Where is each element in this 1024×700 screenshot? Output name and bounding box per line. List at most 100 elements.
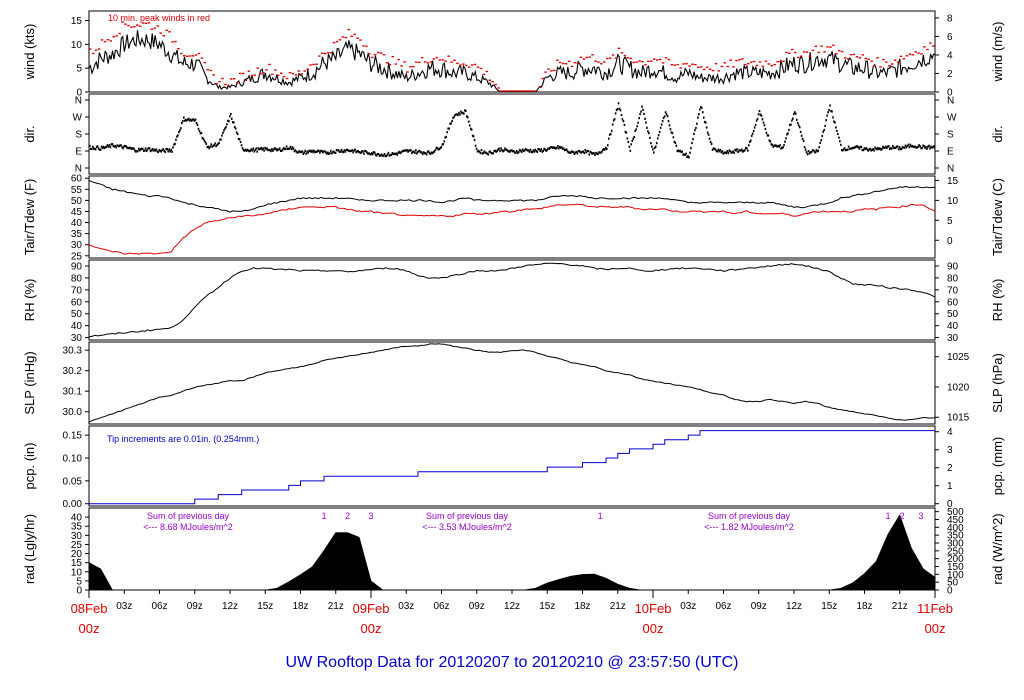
- direction-point: [226, 123, 228, 126]
- direction-point: [598, 151, 600, 154]
- direction-point: [166, 147, 168, 151]
- direction-point: [904, 144, 907, 147]
- direction-point: [839, 140, 841, 143]
- direction-point: [522, 149, 525, 153]
- direction-point: [365, 150, 367, 153]
- direction-point: [639, 113, 641, 116]
- direction-point: [864, 147, 867, 151]
- direction-point: [928, 144, 930, 147]
- direction-point: [238, 138, 241, 141]
- direction-point: [324, 150, 326, 153]
- direction-point: [590, 151, 592, 154]
- direction-point: [915, 146, 918, 149]
- radiation-daily-sum-title: Sum of previous day: [708, 511, 791, 521]
- direction-point: [199, 132, 202, 135]
- direction-point: [399, 151, 401, 155]
- direction-point: [900, 147, 903, 150]
- x-major-date-label: 09Feb: [353, 601, 390, 616]
- direction-point: [136, 150, 138, 153]
- panel-precipitation: pcp. (in) pcp. (mm) 0.00 0.05 0.10 0.15 0 1 2 3 4 T…: [22, 425, 1005, 510]
- direction-point: [382, 154, 385, 157]
- direction-point: [295, 150, 298, 153]
- direction-point: [889, 147, 892, 150]
- direction-point: [386, 153, 389, 156]
- direction-point: [99, 148, 102, 151]
- direction-point: [592, 151, 594, 155]
- direction-point: [834, 121, 836, 124]
- direction-point: [118, 144, 120, 148]
- direction-point: [576, 152, 579, 155]
- humidity-rh-line: [89, 262, 935, 338]
- direction-point: [716, 150, 719, 153]
- direction-point: [171, 150, 173, 153]
- direction-point: [671, 132, 674, 135]
- x-minor-tick-label: 03z: [680, 601, 696, 612]
- direction-point: [792, 117, 794, 120]
- direction-point: [361, 149, 363, 153]
- direction-point: [406, 149, 408, 152]
- direction-point: [761, 118, 764, 121]
- direction-point: [104, 146, 107, 149]
- direction-point: [832, 116, 834, 119]
- direction-point: [709, 140, 712, 144]
- x-minor-tick-label: 09z: [751, 601, 767, 612]
- direction-point: [388, 154, 391, 157]
- direction-point: [617, 102, 620, 105]
- direction-point: [378, 154, 381, 157]
- direction-point: [202, 137, 205, 141]
- direction-point: [301, 150, 304, 153]
- direction-point: [396, 153, 399, 156]
- wind-peak-baseline: [499, 90, 537, 92]
- pressure-ylabel-left: SLP (inHg): [22, 351, 37, 414]
- direction-point: [236, 132, 239, 136]
- pressure-ytick-label-right: 1015: [947, 413, 970, 424]
- direction-point: [316, 150, 318, 153]
- direction-point: [162, 148, 165, 151]
- direction-point: [101, 146, 104, 150]
- direction-point: [604, 148, 606, 151]
- direction-point: [219, 138, 221, 141]
- direction-point: [141, 147, 144, 150]
- direction-point: [98, 148, 101, 151]
- direction-point: [150, 149, 153, 152]
- direction-point: [690, 147, 692, 150]
- direction-point: [234, 127, 237, 130]
- direction-point: [838, 136, 840, 139]
- direction-point: [888, 147, 891, 151]
- direction-point: [502, 150, 504, 153]
- direction-point: [383, 152, 386, 156]
- direction-point: [833, 120, 835, 123]
- direction-point: [335, 148, 338, 152]
- direction-point: [294, 149, 297, 152]
- direction-point: [183, 119, 186, 122]
- temperature-ytick-label-left: 55: [71, 185, 83, 196]
- direction-point: [911, 144, 914, 148]
- direction-point: [499, 149, 501, 153]
- direction-point: [673, 140, 676, 143]
- temperature-ytick-label-left: 45: [71, 207, 83, 218]
- radiation-peak-mark: 2: [900, 511, 905, 521]
- direction-point: [854, 146, 857, 149]
- direction-point: [758, 110, 761, 113]
- direction-point: [209, 145, 212, 148]
- direction-point: [771, 143, 774, 147]
- direction-point: [746, 147, 748, 150]
- direction-point: [193, 119, 196, 122]
- direction-point: [852, 146, 855, 149]
- direction-point: [271, 147, 273, 151]
- direction-point: [419, 151, 422, 154]
- direction-point: [249, 149, 252, 152]
- direction-point: [847, 145, 850, 148]
- direction-point: [727, 152, 730, 155]
- direction-point: [258, 148, 260, 151]
- direction-point: [759, 113, 762, 116]
- direction-point: [565, 148, 568, 151]
- direction-point: [355, 150, 357, 154]
- direction-point: [909, 143, 912, 146]
- pressure-slp-line: [89, 343, 935, 423]
- direction-point: [606, 147, 608, 150]
- direction-point: [741, 148, 743, 151]
- direction-point: [630, 143, 633, 146]
- direction-point: [563, 149, 566, 152]
- direction-point: [738, 149, 740, 152]
